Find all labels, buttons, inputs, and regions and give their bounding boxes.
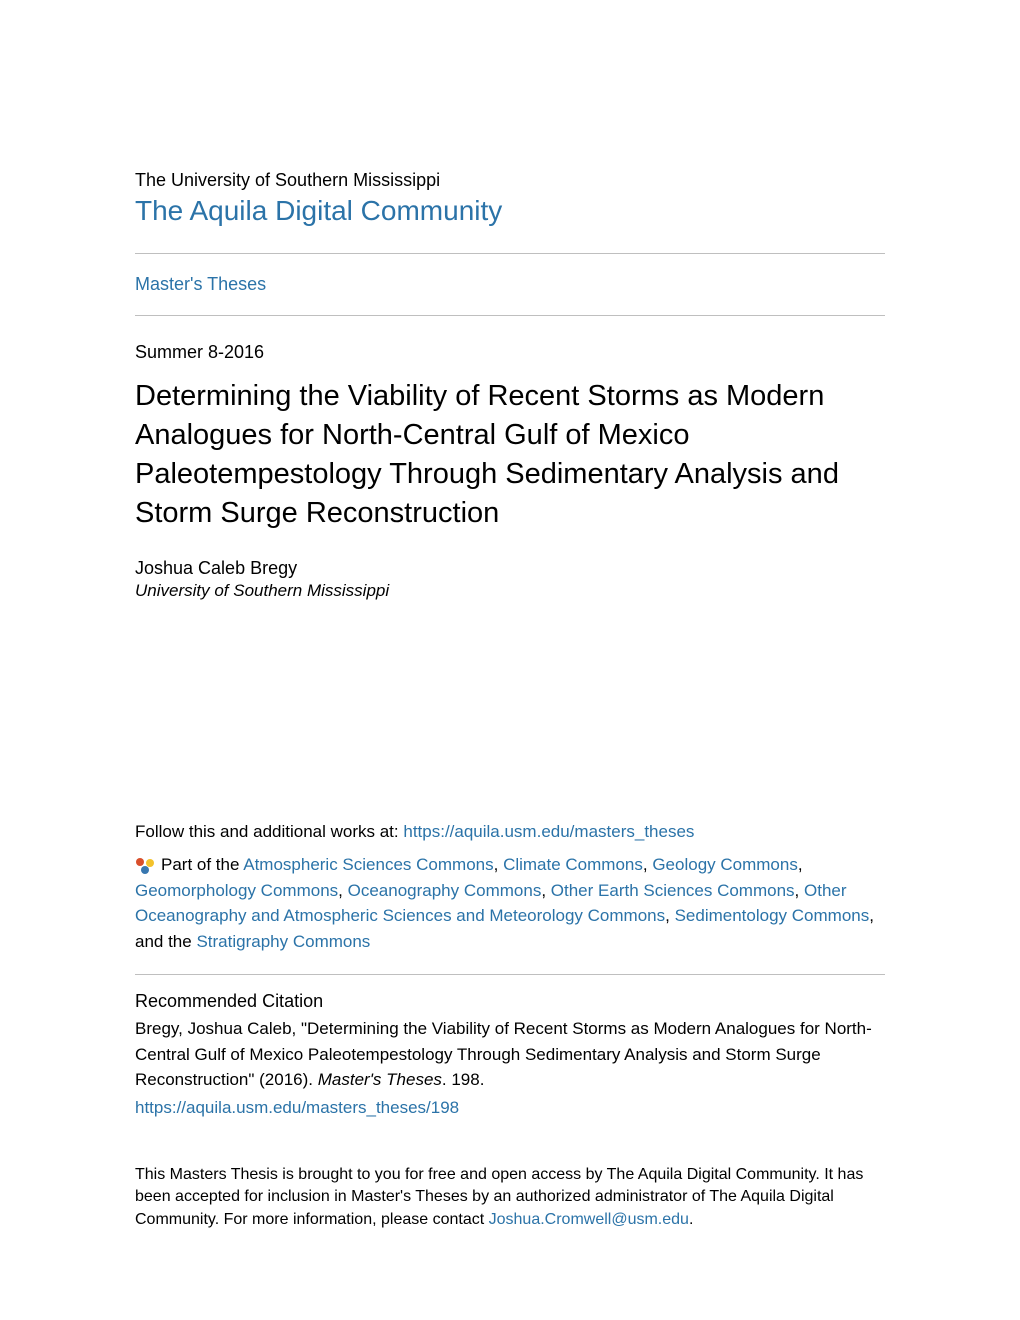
- commons-link[interactable]: Atmospheric Sciences Commons: [243, 855, 493, 874]
- citation-pre: Bregy, Joshua Caleb, "Determining the Vi…: [135, 1019, 872, 1089]
- disciplines-line: Part of the Atmospheric Sciences Commons…: [135, 852, 885, 954]
- partof-lead: Part of the: [161, 855, 243, 874]
- follow-url-link[interactable]: https://aquila.usm.edu/masters_theses: [403, 822, 694, 841]
- divider: [135, 315, 885, 316]
- publication-date: Summer 8-2016: [135, 342, 885, 363]
- commons-link[interactable]: Other Earth Sciences Commons: [551, 881, 795, 900]
- commons-link[interactable]: Geomorphology Commons: [135, 881, 338, 900]
- citation-heading: Recommended Citation: [135, 991, 885, 1012]
- citation-post: . 198.: [442, 1070, 485, 1089]
- divider: [135, 974, 885, 975]
- citation-url-link[interactable]: https://aquila.usm.edu/masters_theses/19…: [135, 1095, 885, 1121]
- commons-link[interactable]: Climate Commons: [503, 855, 643, 874]
- follow-block: Follow this and additional works at: htt…: [135, 819, 885, 955]
- commons-link[interactable]: Sedimentology Commons: [675, 906, 870, 925]
- collection-link[interactable]: Master's Theses: [135, 274, 885, 295]
- follow-lead: Follow this and additional works at:: [135, 822, 403, 841]
- commons-link[interactable]: Stratigraphy Commons: [196, 932, 370, 951]
- footer-period: .: [689, 1211, 693, 1228]
- commons-link[interactable]: Oceanography Commons: [348, 881, 542, 900]
- author-name: Joshua Caleb Bregy: [135, 558, 885, 579]
- repository-name-link[interactable]: The Aquila Digital Community: [135, 195, 885, 227]
- contact-email-link[interactable]: Joshua.Cromwell@usm.edu: [489, 1211, 689, 1228]
- work-title: Determining the Viability of Recent Stor…: [135, 377, 885, 534]
- institution-name: The University of Southern Mississippi: [135, 170, 885, 191]
- citation-text: Bregy, Joshua Caleb, "Determining the Vi…: [135, 1016, 885, 1120]
- footer-access-statement: This Masters Thesis is brought to you fo…: [135, 1164, 885, 1231]
- commons-link[interactable]: Geology Commons: [652, 855, 798, 874]
- network-icon: [135, 857, 157, 875]
- divider: [135, 253, 885, 254]
- citation-series: Master's Theses: [318, 1070, 442, 1089]
- author-affiliation: University of Southern Mississippi: [135, 581, 885, 601]
